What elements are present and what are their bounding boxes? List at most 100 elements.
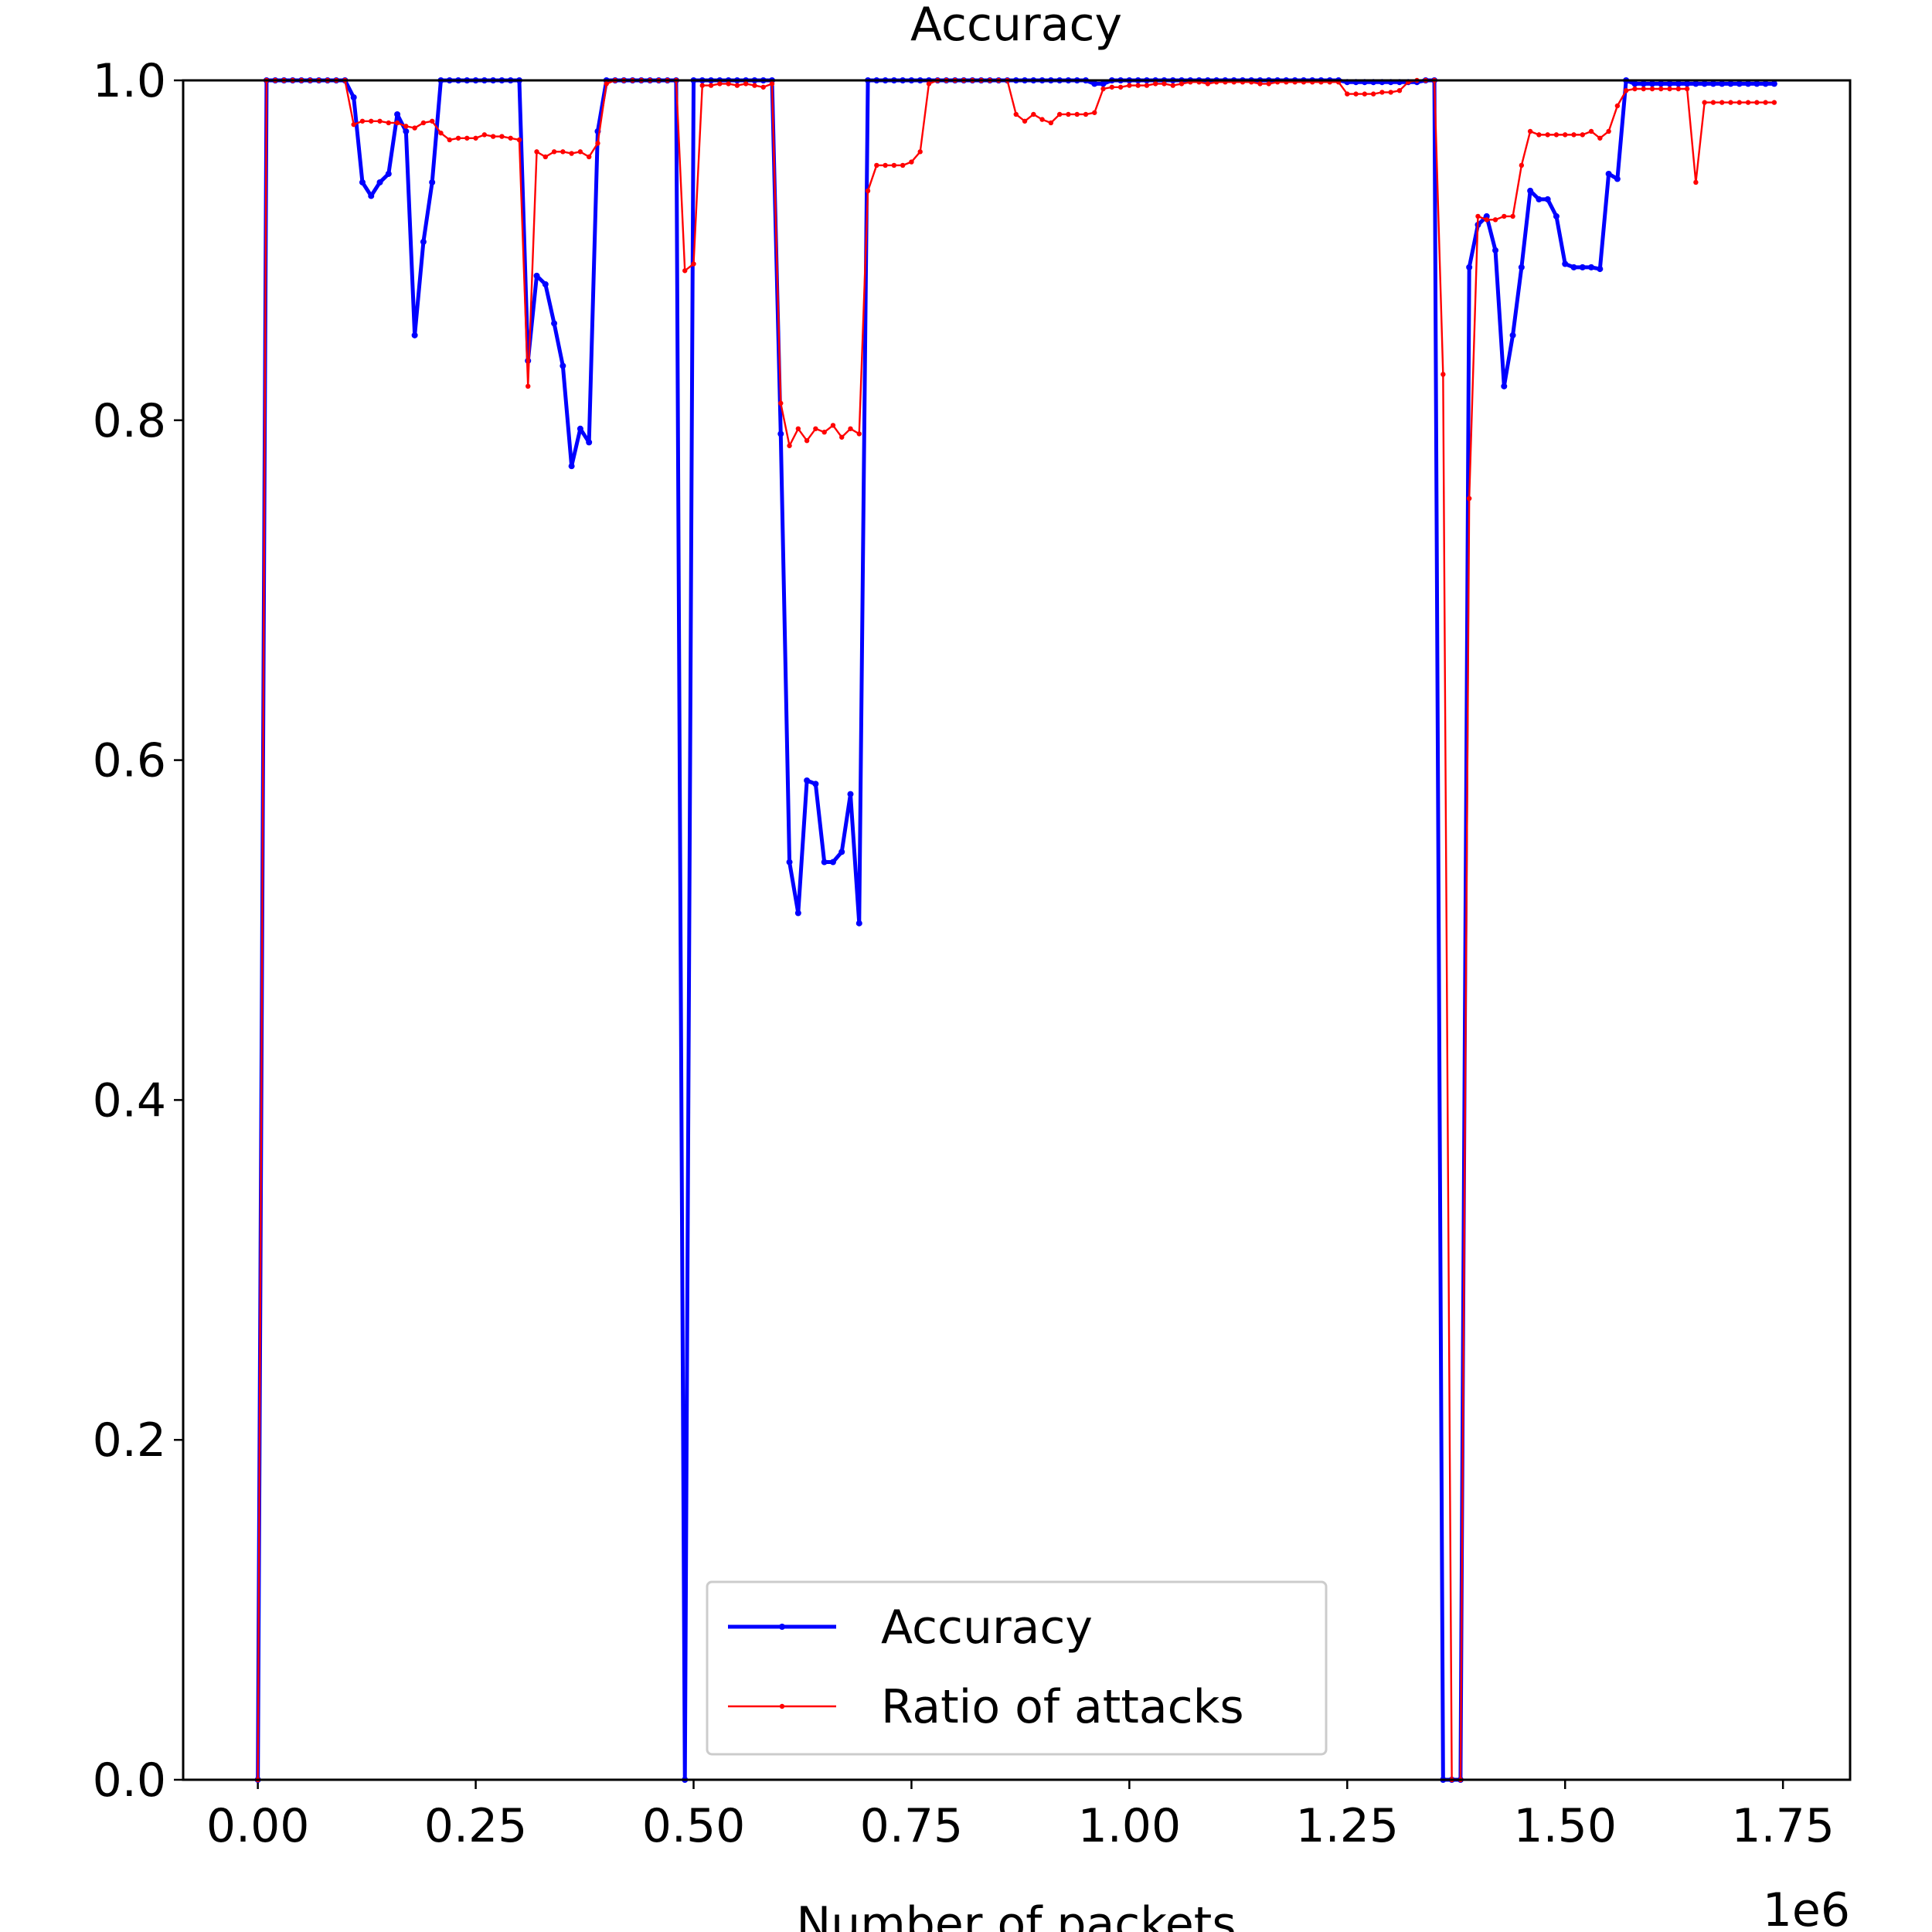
marker: [682, 268, 688, 274]
marker: [865, 188, 871, 194]
marker: [1536, 196, 1543, 202]
marker: [1553, 213, 1560, 219]
marker: [595, 141, 600, 146]
marker: [1492, 217, 1498, 223]
marker: [1144, 83, 1150, 88]
marker: [1257, 81, 1263, 87]
marker: [1091, 80, 1098, 87]
marker: [1632, 86, 1638, 92]
marker: [1614, 103, 1621, 109]
x-tick-label: 0.25: [424, 1799, 528, 1853]
marker: [385, 170, 392, 177]
marker: [560, 362, 566, 369]
y-tick-label: 1.0: [93, 54, 166, 108]
marker: [1370, 91, 1376, 97]
marker: [376, 179, 383, 185]
marker: [1013, 111, 1019, 117]
marker: [1580, 132, 1585, 138]
marker: [499, 134, 505, 139]
marker: [1614, 175, 1621, 182]
series: [254, 77, 1777, 1783]
marker: [586, 439, 593, 446]
legend: Accuracy Ratio of attacks: [706, 1580, 1328, 1756]
marker: [1570, 264, 1577, 270]
marker: [839, 434, 845, 440]
marker: [1640, 80, 1647, 87]
marker: [411, 332, 418, 338]
marker: [1675, 86, 1682, 92]
marker: [1074, 111, 1080, 117]
line: [257, 79, 1774, 1781]
marker: [830, 423, 836, 428]
marker: [560, 149, 566, 155]
marker: [1563, 132, 1568, 138]
marker: [394, 111, 401, 117]
marker: [1658, 86, 1664, 92]
marker: [1501, 383, 1508, 389]
marker: [1466, 495, 1472, 502]
marker: [1588, 264, 1595, 270]
marker: [734, 83, 740, 88]
marker: [874, 162, 879, 168]
marker: [1475, 213, 1481, 219]
marker: [1170, 83, 1175, 88]
marker: [829, 859, 836, 866]
marker: [1702, 100, 1707, 105]
x-offset-label: 1e6: [1763, 1883, 1850, 1932]
marker: [856, 431, 862, 437]
marker: [551, 149, 557, 155]
marker: [1623, 87, 1629, 94]
marker: [726, 81, 731, 87]
marker: [769, 81, 775, 87]
marker: [508, 135, 513, 141]
marker: [420, 238, 427, 245]
plot-frame: [182, 79, 1852, 1781]
marker: [1667, 86, 1672, 92]
marker: [743, 81, 749, 87]
marker: [917, 149, 923, 155]
marker: [717, 81, 723, 87]
marker: [1606, 128, 1611, 134]
marker: [1179, 81, 1185, 87]
x-tick-label: 0.50: [642, 1799, 746, 1853]
marker: [1727, 80, 1734, 87]
marker: [359, 179, 366, 185]
y-tick-label: 0.8: [93, 394, 166, 448]
marker: [786, 859, 793, 866]
marker: [1771, 100, 1777, 105]
marker: [926, 81, 932, 87]
marker: [1770, 80, 1777, 87]
marker: [369, 118, 374, 124]
chart-title: Accuracy: [910, 0, 1122, 52]
marker: [1693, 179, 1699, 185]
marker: [1100, 80, 1107, 87]
marker: [1092, 110, 1097, 115]
marker: [1117, 84, 1124, 90]
marker: [1709, 80, 1716, 87]
marker: [1597, 135, 1603, 141]
marker: [909, 159, 914, 165]
marker: [1745, 80, 1752, 87]
marker: [1039, 117, 1045, 122]
marker: [1553, 132, 1560, 138]
marker: [1056, 111, 1063, 117]
marker: [1658, 80, 1665, 87]
marker: [377, 118, 383, 124]
x-tick-label: 1.75: [1731, 1799, 1835, 1853]
marker: [533, 272, 540, 279]
marker: [1066, 111, 1071, 117]
marker: [1684, 86, 1690, 92]
marker: [1545, 132, 1550, 138]
marker: [447, 137, 452, 143]
marker: [900, 162, 906, 168]
marker: [526, 383, 531, 389]
series: [255, 77, 1777, 1783]
marker: [813, 426, 818, 431]
marker: [699, 83, 705, 88]
marker: [821, 859, 828, 866]
marker: [429, 179, 436, 185]
x-axis-label: Number of packets: [796, 1897, 1236, 1932]
marker: [848, 426, 853, 431]
marker: [420, 120, 427, 126]
